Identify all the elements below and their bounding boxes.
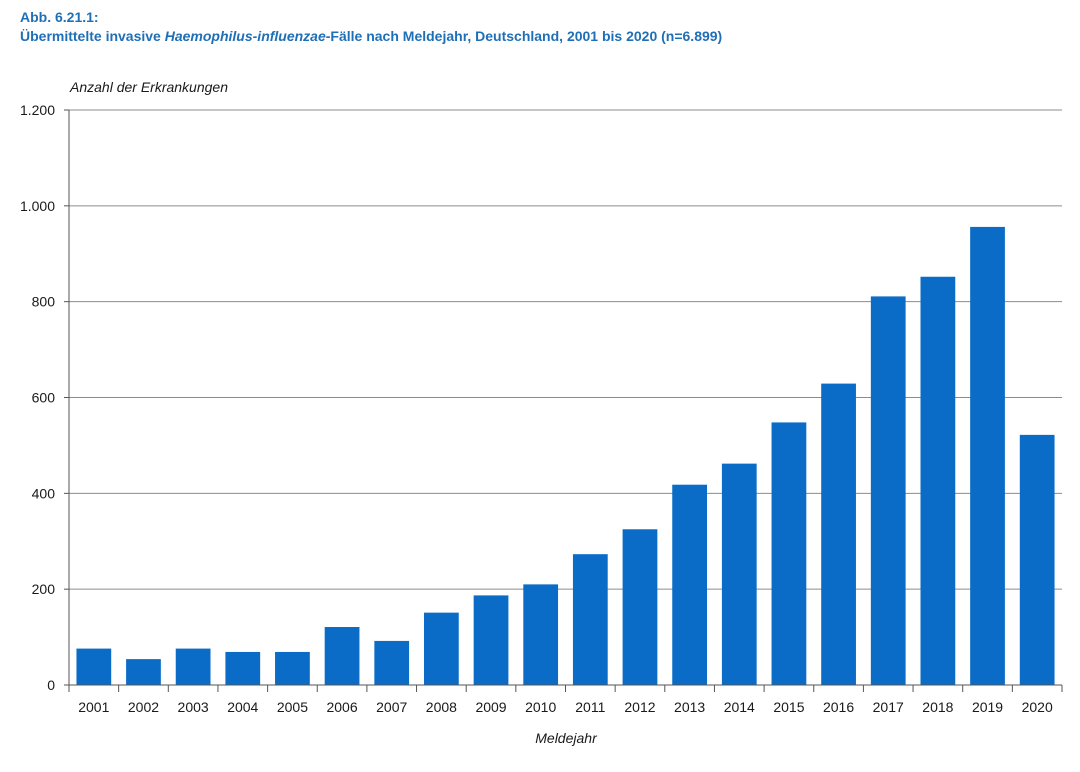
- bar-2016: [821, 383, 856, 685]
- y-tick-label: 600: [32, 390, 56, 406]
- bar-2009: [473, 595, 509, 685]
- bar-2013: [672, 484, 708, 685]
- x-tick-label: 2007: [376, 699, 407, 715]
- y-tick-label: 200: [32, 581, 56, 597]
- bar-2008: [423, 612, 459, 685]
- x-tick-label: 2004: [227, 699, 258, 715]
- bar-2011: [572, 554, 608, 685]
- x-tick-label: 2006: [326, 699, 357, 715]
- bar-2019: [970, 226, 1005, 685]
- y-tick-label: 1.000: [20, 198, 55, 214]
- bar-2003: [175, 648, 211, 685]
- bar-2020: [1019, 434, 1055, 685]
- y-tick-label: 0: [47, 677, 55, 693]
- x-tick-label: 2001: [78, 699, 109, 715]
- bar-2015: [771, 422, 807, 685]
- y-axis-label: Anzahl der Erkrankungen: [69, 79, 228, 95]
- figure-title: Übermittelte invasive Haemophilus-influe…: [20, 27, 722, 46]
- x-tick-label: 2016: [823, 699, 854, 715]
- x-tick-label: 2018: [922, 699, 953, 715]
- y-tick-label: 800: [32, 294, 56, 310]
- bar-2002: [126, 659, 161, 685]
- x-tick-label: 2014: [724, 699, 755, 715]
- figure-title-start: Übermittelte invasive: [20, 28, 165, 44]
- bar-2007: [374, 640, 410, 685]
- bar-2006: [324, 627, 360, 685]
- bar-2017: [870, 296, 906, 685]
- bars: [76, 226, 1055, 685]
- x-tick-label: 2011: [575, 699, 605, 715]
- x-tick-label: 2019: [972, 699, 1003, 715]
- x-axis-label: Meldejahr: [535, 730, 598, 746]
- x-tick-label: 2020: [1022, 699, 1053, 715]
- y-axis-ticks: 0 200 400 600 800 1.000 1.200: [20, 102, 69, 693]
- x-tick-label: 2013: [674, 699, 705, 715]
- figure-label: Abb. 6.21.1:: [20, 9, 99, 25]
- x-tick-label: 2005: [277, 699, 308, 715]
- x-tick-label: 2015: [773, 699, 804, 715]
- bar-2018: [920, 276, 956, 685]
- bar-2005: [275, 651, 310, 685]
- bar-2004: [225, 651, 261, 685]
- x-tick-label: 2003: [178, 699, 209, 715]
- figure-title-italic: Haemophilus-influenzae: [164, 28, 326, 44]
- x-tick-label: 2002: [128, 699, 159, 715]
- bar-2012: [622, 529, 658, 685]
- x-tick-label: 2009: [475, 699, 506, 715]
- bar-2001: [76, 648, 112, 685]
- x-tick-label: 2017: [873, 699, 904, 715]
- x-tick-label: 2012: [624, 699, 655, 715]
- bar-2010: [523, 584, 559, 685]
- y-tick-label: 400: [32, 485, 56, 501]
- bar-2014: [721, 463, 757, 685]
- x-axis-ticks: 2001 2002 2003 2004 2005 2006 2007 2008 2009 2010…: [68, 685, 1063, 715]
- x-tick-label: 2010: [525, 699, 556, 715]
- figure-header: Abb. 6.21.1: Übermittelte invasive Haemo…: [20, 8, 722, 46]
- figure-title-end: -Fälle nach Meldejahr, Deutschland, 2001…: [325, 28, 723, 44]
- x-tick-label: 2008: [426, 699, 457, 715]
- gridlines: [69, 109, 1062, 590]
- y-tick-label: 1.200: [20, 102, 55, 118]
